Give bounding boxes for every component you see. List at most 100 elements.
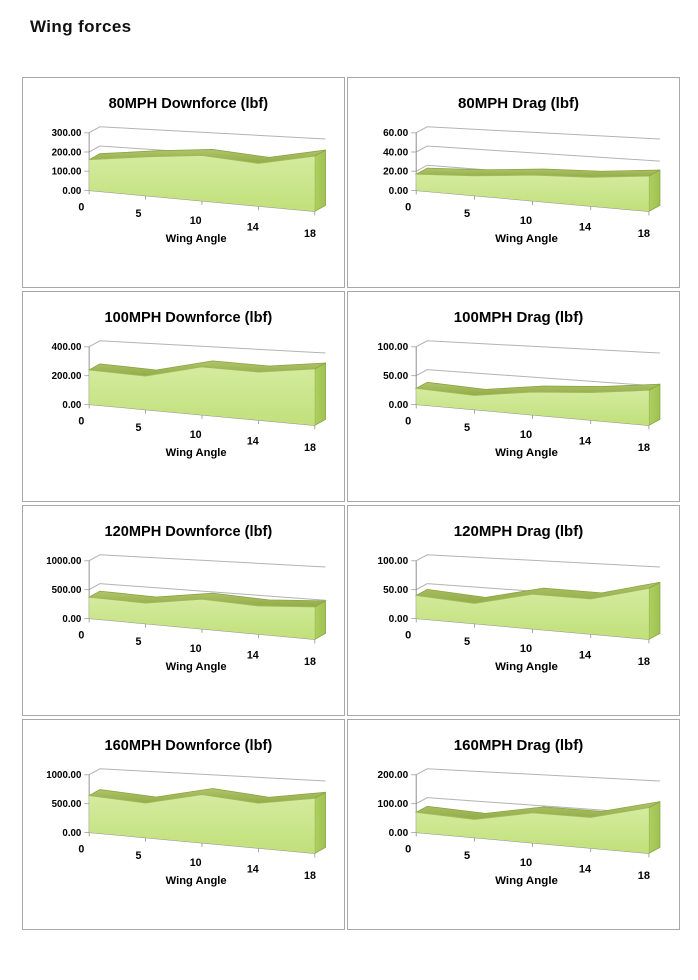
x-axis-tick-label: 10 (520, 857, 532, 869)
x-axis-tick-label: 18 (304, 870, 316, 882)
chart-80mph-drag: 0.00 20.00 40.00 60.00 0 5 10 14 18 Wing Angle 80M… (347, 77, 680, 288)
x-axis-tick-label: 18 (638, 870, 650, 882)
area3d-chart: 0.00 100.00 200.00 300.00 0 5 10 14 18 Wing Angle… (52, 96, 326, 245)
y-axis-tick-label: 0.00 (389, 186, 409, 197)
x-axis-tick-label: 14 (579, 864, 592, 876)
x-axis-tick-label: 5 (136, 208, 142, 220)
area-side-face (314, 791, 326, 855)
x-axis-tick-label: 14 (579, 436, 592, 448)
chart-100mph-drag: 0.00 50.00 100.00 0 5 10 14 18 Wing Angle 100MPH … (347, 291, 680, 502)
area-front-edge (416, 807, 649, 820)
x-axis-title: Wing Angle (166, 233, 227, 245)
y-axis-tick-label: 0.00 (389, 828, 409, 839)
chart-title: 120MPH Downforce (lbf) (105, 524, 273, 540)
page-title: Wing forces (30, 17, 132, 36)
x-axis-tick-label: 14 (247, 221, 259, 233)
area3d-chart: 0.00 50.00 100.00 0 5 10 14 18 Wing Angle 100MPH … (378, 309, 661, 459)
area-front-face (416, 807, 649, 854)
chart-title: 80MPH Downforce (lbf) (109, 96, 269, 112)
y-axis-tick-label: 0.00 (389, 400, 409, 411)
y-axis-tick-label: 100.00 (378, 342, 409, 353)
area-front-edge (416, 173, 649, 178)
x-axis-tick-label: 5 (464, 636, 470, 648)
chart-120mph-drag: 0.00 50.00 100.00 0 5 10 14 18 Wing Angle 120MPH … (347, 505, 680, 716)
x-axis-tick-label: 14 (247, 649, 259, 661)
area-front-face (89, 366, 315, 426)
x-axis-tick-label: 5 (464, 208, 470, 220)
gridline (411, 768, 660, 782)
y-axis-tick-label: 0.00 (62, 400, 81, 411)
area-front-face (89, 155, 315, 212)
x-axis-title: Wing Angle (166, 447, 227, 459)
area3d-chart: 0.00 50.00 100.00 0 5 10 14 18 Wing Angle 120MPH … (378, 523, 661, 673)
x-axis-title: Wing Angle (166, 661, 227, 673)
area-front-face (416, 388, 649, 426)
x-axis-tick-label: 0 (405, 843, 411, 855)
y-axis-tick-label: 0.00 (62, 186, 81, 197)
chart-100mph-downforce: 0.00 200.00 400.00 0 5 10 14 18 Wing Angle 100MPH… (22, 291, 345, 502)
x-axis-tick-label: 18 (638, 656, 650, 668)
area-front-edge (89, 596, 315, 608)
area-front-edge (89, 154, 315, 164)
chart-grid: 0.00 100.00 200.00 300.00 0 5 10 14 18 Wing Angle… (22, 77, 680, 930)
x-axis-title: Wing Angle (495, 661, 558, 673)
chart-160mph-drag: 0.00 100.00 200.00 0 5 10 14 18 Wing Angle 160MPH… (347, 719, 680, 930)
y-axis-tick-label: 0.00 (389, 614, 409, 625)
area-front-edge (416, 587, 649, 604)
area3d-chart: 0.00 500.00 1000.00 0 5 10 14 18 Wing Angle 160MP… (46, 738, 326, 887)
y-axis-tick-label: 400.00 (52, 342, 82, 353)
area-front-face (416, 588, 649, 640)
gridline (411, 340, 660, 354)
y-axis-tick-label: 100.00 (378, 556, 409, 567)
gridline (84, 583, 326, 601)
x-axis-tick-label: 18 (304, 656, 316, 668)
gridline (411, 554, 660, 568)
area-front-face (89, 794, 315, 854)
x-axis-tick-label: 0 (78, 201, 84, 213)
area-side-face (648, 383, 661, 427)
x-axis-tick-label: 0 (78, 843, 84, 855)
area3d-chart: 0.00 100.00 200.00 0 5 10 14 18 Wing Angle 160MPH… (378, 737, 661, 887)
y-axis-tick-label: 200.00 (52, 147, 82, 158)
area-side-face (648, 581, 661, 641)
x-axis-tick-label: 18 (304, 228, 316, 240)
area-side-face (648, 800, 661, 855)
area-side-face (314, 362, 326, 427)
x-axis-tick-label: 18 (638, 228, 650, 240)
x-axis-tick-label: 10 (190, 643, 202, 655)
y-axis-tick-label: 0.00 (62, 828, 81, 839)
x-axis-title: Wing Angle (495, 875, 558, 887)
y-axis-tick-label: 60.00 (383, 128, 409, 139)
y-axis-tick-label: 200.00 (52, 371, 82, 382)
x-axis-tick-label: 10 (520, 429, 532, 441)
x-axis-tick-label: 0 (405, 629, 411, 641)
chart-160mph-downforce: 0.00 500.00 1000.00 0 5 10 14 18 Wing Angle 160MP… (22, 719, 345, 930)
chart-title: 100MPH Downforce (lbf) (105, 310, 273, 326)
gridline (411, 369, 660, 387)
x-axis-tick-label: 0 (405, 415, 411, 427)
x-axis-tick-label: 10 (190, 429, 202, 441)
x-axis-tick-label: 5 (136, 850, 142, 862)
area-side-face (648, 169, 661, 213)
y-axis-tick-label: 40.00 (383, 147, 409, 158)
x-axis-tick-label: 14 (579, 650, 592, 662)
x-axis-tick-label: 5 (136, 636, 142, 648)
y-axis-tick-label: 200.00 (378, 770, 409, 781)
y-axis-tick-label: 500.00 (52, 799, 82, 810)
chart-80mph-downforce: 0.00 100.00 200.00 300.00 0 5 10 14 18 Wing Angle… (22, 77, 345, 288)
area3d-chart: 0.00 20.00 40.00 60.00 0 5 10 14 18 Wing Angle 80M… (383, 95, 661, 245)
x-axis-title: Wing Angle (166, 875, 227, 887)
x-axis-title: Wing Angle (495, 233, 558, 245)
y-axis-tick-label: 1000.00 (46, 770, 82, 781)
x-axis-tick-label: 18 (638, 442, 650, 454)
y-axis-tick-label: 0.00 (62, 614, 81, 625)
chart-title: 80MPH Drag (lbf) (458, 95, 579, 112)
x-axis-tick-label: 5 (464, 850, 470, 862)
gridline (84, 126, 326, 140)
area3d-chart: 0.00 500.00 1000.00 0 5 10 14 18 Wing Angle 120MP… (46, 524, 327, 673)
gridline (411, 145, 660, 162)
x-axis-tick-label: 10 (190, 857, 202, 869)
gridline (84, 768, 326, 782)
x-axis-tick-label: 18 (304, 442, 316, 454)
